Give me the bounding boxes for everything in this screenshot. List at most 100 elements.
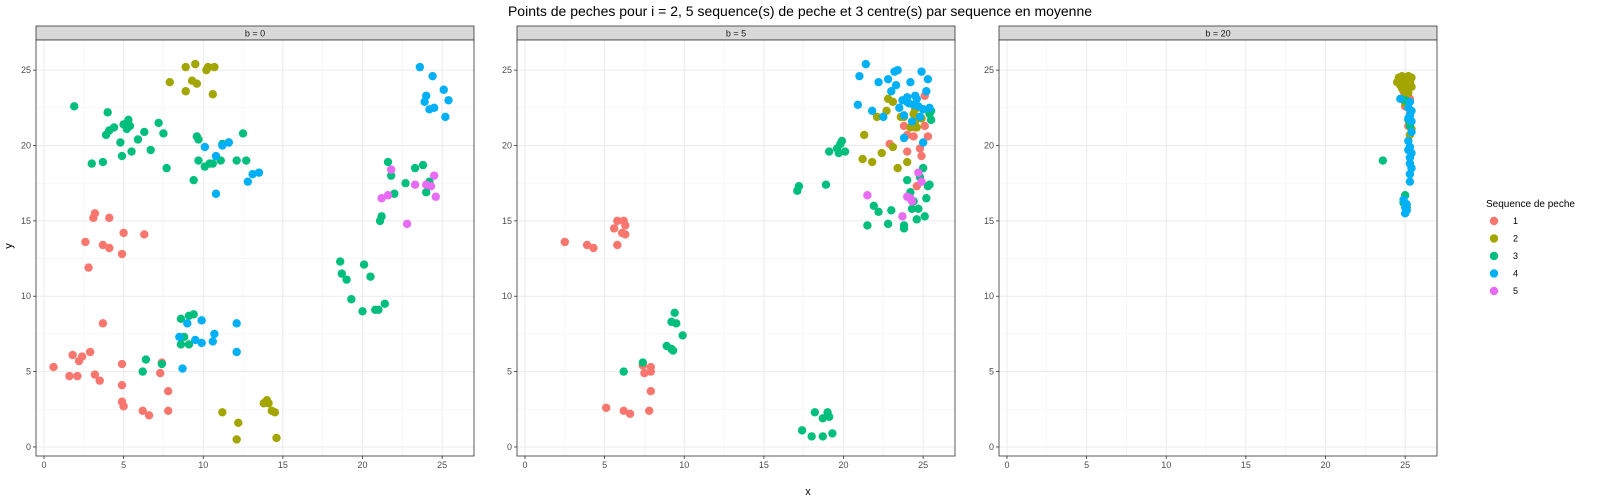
data-point bbox=[560, 237, 569, 247]
data-point bbox=[90, 370, 100, 379]
data-point bbox=[383, 191, 393, 200]
data-point bbox=[210, 62, 219, 72]
data-point bbox=[208, 337, 217, 346]
data-point bbox=[84, 263, 93, 272]
legend-key bbox=[1489, 286, 1499, 296]
data-point bbox=[181, 87, 190, 96]
legend-items: 1 2 3 4 5 bbox=[1489, 216, 1518, 296]
y-tick-label: 25 bbox=[21, 65, 31, 75]
x-tick-label: 5 bbox=[121, 460, 126, 470]
data-point bbox=[906, 78, 915, 87]
data-point bbox=[337, 269, 347, 278]
data-point bbox=[141, 355, 151, 364]
data-point bbox=[105, 213, 114, 223]
data-point bbox=[912, 123, 921, 132]
data-point bbox=[358, 307, 367, 316]
x-tick-label: 20 bbox=[358, 460, 368, 470]
data-point bbox=[418, 160, 428, 170]
x-tick-label: 15 bbox=[278, 460, 288, 470]
data-point bbox=[189, 175, 198, 185]
data-point bbox=[810, 408, 820, 417]
facet-panels: b = 0 0 5 10 15 20 25 0 5 10 15 20 25 b = 5 0 5 10 15 20 25… bbox=[21, 25, 1438, 470]
data-point bbox=[163, 406, 173, 415]
data-point bbox=[1407, 163, 1416, 173]
facet-panel: b = 0 0 5 10 15 20 25 0 5 10 15 20 25 bbox=[21, 25, 475, 470]
data-point bbox=[176, 340, 186, 349]
x-tick-label: 0 bbox=[522, 460, 527, 470]
data-point bbox=[895, 103, 904, 113]
data-point bbox=[426, 182, 436, 191]
data-point bbox=[914, 168, 923, 177]
data-point bbox=[49, 362, 58, 372]
data-point bbox=[887, 206, 896, 215]
data-point bbox=[144, 411, 154, 420]
data-point bbox=[117, 249, 127, 259]
data-point bbox=[863, 191, 872, 200]
x-tick-label: 5 bbox=[602, 460, 607, 470]
data-point bbox=[138, 406, 147, 415]
data-point bbox=[439, 85, 448, 94]
data-point bbox=[589, 243, 598, 253]
x-tick-label: 15 bbox=[1241, 460, 1251, 470]
data-point bbox=[887, 87, 896, 96]
data-point bbox=[103, 108, 112, 117]
y-tick-label: 20 bbox=[502, 141, 512, 151]
data-point bbox=[390, 189, 399, 198]
data-point bbox=[377, 194, 386, 203]
data-point bbox=[87, 159, 96, 168]
data-point bbox=[194, 156, 203, 165]
data-point bbox=[625, 409, 635, 418]
data-point bbox=[912, 215, 921, 224]
x-tick-label: 20 bbox=[839, 460, 849, 470]
data-point bbox=[917, 151, 926, 161]
data-point bbox=[818, 432, 828, 441]
data-point bbox=[874, 78, 883, 87]
data-point bbox=[903, 175, 912, 185]
data-point bbox=[925, 180, 934, 189]
data-point bbox=[1405, 97, 1415, 106]
data-point bbox=[197, 316, 206, 325]
data-point bbox=[402, 219, 412, 229]
x-tick-label: 25 bbox=[918, 460, 928, 470]
data-point bbox=[609, 224, 619, 233]
data-point bbox=[1396, 94, 1405, 103]
data-point bbox=[377, 212, 386, 221]
data-point bbox=[1407, 82, 1416, 91]
data-point bbox=[138, 367, 147, 376]
data-point bbox=[156, 368, 165, 378]
data-point bbox=[837, 136, 847, 146]
data-point bbox=[189, 310, 198, 319]
data-point bbox=[858, 154, 867, 164]
y-tick-label: 15 bbox=[984, 216, 994, 226]
data-point bbox=[347, 295, 356, 304]
y-tick-label: 10 bbox=[21, 291, 31, 301]
data-point bbox=[146, 145, 155, 155]
data-point bbox=[638, 358, 648, 367]
y-tick-label: 10 bbox=[502, 291, 512, 301]
data-point bbox=[899, 121, 909, 131]
data-point bbox=[883, 74, 893, 84]
data-point bbox=[903, 147, 912, 156]
data-point bbox=[211, 189, 221, 198]
x-tick-label: 0 bbox=[1004, 460, 1009, 470]
legend-label: 4 bbox=[1513, 269, 1518, 279]
data-point bbox=[127, 147, 136, 156]
data-point bbox=[867, 157, 877, 167]
x-tick-label: 25 bbox=[437, 460, 447, 470]
data-point bbox=[203, 62, 213, 72]
x-tick-label: 20 bbox=[1321, 460, 1331, 470]
data-point bbox=[646, 362, 655, 372]
data-point bbox=[818, 414, 828, 423]
data-point bbox=[191, 59, 200, 69]
data-point bbox=[184, 340, 194, 349]
data-point bbox=[601, 403, 611, 412]
y-tick-label: 20 bbox=[984, 141, 994, 151]
y-tick-label: 15 bbox=[21, 216, 31, 226]
data-point bbox=[920, 212, 929, 221]
data-point bbox=[646, 386, 655, 396]
x-tick-label: 5 bbox=[1084, 460, 1089, 470]
data-point bbox=[410, 180, 420, 189]
data-point bbox=[81, 237, 90, 247]
panel-border bbox=[516, 39, 956, 457]
data-point bbox=[824, 147, 834, 156]
